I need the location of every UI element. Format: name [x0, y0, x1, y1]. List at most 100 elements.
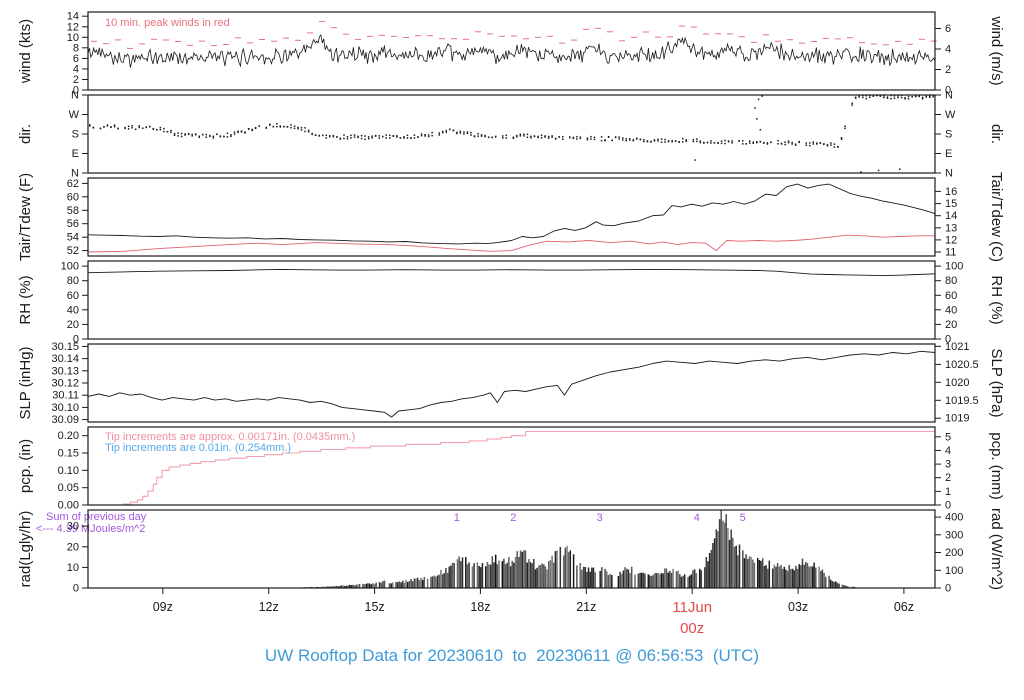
svg-text:30.15: 30.15 [51, 341, 79, 353]
svg-text:N: N [945, 168, 953, 180]
axis-label-right-radiation: rad (W/m^2) [988, 508, 1005, 590]
y-axis-right-humidity: 0 20 40 60 80 100 [935, 261, 963, 346]
annotation-radiation-0: Sum of previous day [46, 511, 147, 523]
svg-text:12: 12 [945, 234, 957, 246]
rad-marker-4: 4 [694, 512, 700, 524]
svg-text:0: 0 [945, 500, 951, 512]
panel-frame [87, 343, 936, 423]
rad-marker-2: 2 [510, 512, 516, 524]
axis-label-left-direction: dir. [17, 124, 34, 144]
series-wind-direction [89, 94, 934, 173]
svg-text:1020: 1020 [945, 377, 969, 389]
svg-text:0.20: 0.20 [58, 430, 79, 442]
day-label-month: 11Jun [672, 599, 712, 616]
svg-text:09z: 09z [153, 600, 173, 614]
panel-frame [87, 426, 936, 506]
svg-text:1020.5: 1020.5 [945, 359, 979, 371]
svg-text:20: 20 [67, 319, 79, 331]
svg-text:13: 13 [945, 222, 957, 234]
svg-text:30.14: 30.14 [51, 353, 79, 365]
panel-frame [87, 509, 936, 589]
svg-text:30: 30 [67, 521, 79, 533]
svg-text:30.12: 30.12 [51, 378, 79, 390]
svg-text:11: 11 [945, 247, 956, 259]
svg-text:16: 16 [945, 186, 957, 198]
svg-text:1: 1 [945, 486, 951, 498]
svg-text:20: 20 [945, 319, 957, 331]
series-slp [87, 350, 936, 418]
svg-text:80: 80 [67, 275, 79, 287]
rad-marker-3: 3 [597, 512, 603, 524]
svg-text:4: 4 [73, 63, 79, 75]
svg-text:0.15: 0.15 [58, 448, 79, 460]
svg-text:2: 2 [945, 472, 951, 484]
series-peak-wind [91, 20, 937, 49]
svg-text:S: S [945, 129, 952, 141]
svg-text:14: 14 [67, 11, 79, 23]
svg-text:60: 60 [945, 290, 957, 302]
panel-frame [87, 94, 936, 174]
series-rain-accum [88, 430, 935, 506]
svg-text:56: 56 [67, 218, 79, 230]
svg-text:W: W [945, 109, 956, 121]
svg-text:0: 0 [73, 583, 79, 595]
svg-text:W: W [69, 109, 80, 121]
svg-text:30.09: 30.09 [51, 414, 79, 426]
svg-text:40: 40 [67, 304, 79, 316]
svg-text:N: N [945, 90, 953, 102]
panel-precipitation: Tip increments are approx. 0.00171in. (0… [17, 426, 1005, 512]
svg-text:6: 6 [73, 53, 79, 65]
svg-text:S: S [72, 129, 79, 141]
svg-text:15z: 15z [365, 600, 385, 614]
panel-pressure: 30.0930.1030.1130.1230.1330.1430.1510191… [17, 341, 1005, 426]
svg-text:15: 15 [945, 198, 957, 210]
svg-text:4: 4 [945, 44, 951, 56]
axis-label-left-precipitation: pcp. (in) [17, 439, 34, 493]
rad-marker-1: 1 [454, 512, 460, 524]
svg-text:0: 0 [945, 85, 951, 97]
rad-marker-5: 5 [740, 512, 746, 524]
svg-text:60: 60 [67, 290, 79, 302]
svg-text:200: 200 [945, 547, 963, 559]
series-tair [87, 183, 936, 245]
svg-text:62: 62 [67, 178, 79, 190]
panel-radiation: 1 2 3 4 5 Sum of previous day<--- 4.39 MJoule… [17, 508, 1005, 595]
y-axis-left-precipitation: 0.00 0.05 0.10 0.15 0.20 [58, 430, 88, 512]
svg-text:0: 0 [945, 334, 951, 346]
y-axis-left-radiation: 0 10 20 30 [67, 521, 88, 595]
svg-text:0.00: 0.00 [58, 500, 79, 512]
svg-text:10: 10 [67, 32, 79, 44]
series-wind-speed [87, 34, 936, 68]
y-axis-left-humidity: 0 20 40 60 80 100 [61, 261, 88, 346]
series-rh [87, 268, 936, 277]
panel-frame [87, 11, 936, 91]
svg-text:12z: 12z [259, 600, 279, 614]
svg-text:0: 0 [73, 334, 79, 346]
svg-text:10: 10 [67, 562, 79, 574]
svg-text:0: 0 [945, 583, 951, 595]
svg-text:2: 2 [73, 74, 79, 86]
svg-text:0.05: 0.05 [58, 482, 79, 494]
svg-text:30.10: 30.10 [51, 402, 79, 414]
svg-text:100: 100 [61, 261, 79, 273]
svg-text:54: 54 [67, 232, 79, 244]
svg-text:100: 100 [945, 261, 963, 273]
svg-text:E: E [945, 148, 952, 160]
svg-text:58: 58 [67, 205, 79, 217]
axis-label-left-radiation: rad(Lgly/hr) [17, 511, 34, 588]
svg-text:06z: 06z [894, 600, 914, 614]
svg-text:40: 40 [945, 304, 957, 316]
svg-text:300: 300 [945, 529, 963, 541]
svg-text:12: 12 [67, 21, 79, 33]
axis-label-left-humidity: RH (%) [17, 275, 34, 324]
axis-label-right-pressure: SLP (hPa) [988, 349, 1005, 418]
svg-text:30.13: 30.13 [51, 365, 79, 377]
svg-text:400: 400 [945, 512, 963, 524]
svg-text:E: E [72, 148, 79, 160]
svg-text:4: 4 [945, 445, 951, 457]
